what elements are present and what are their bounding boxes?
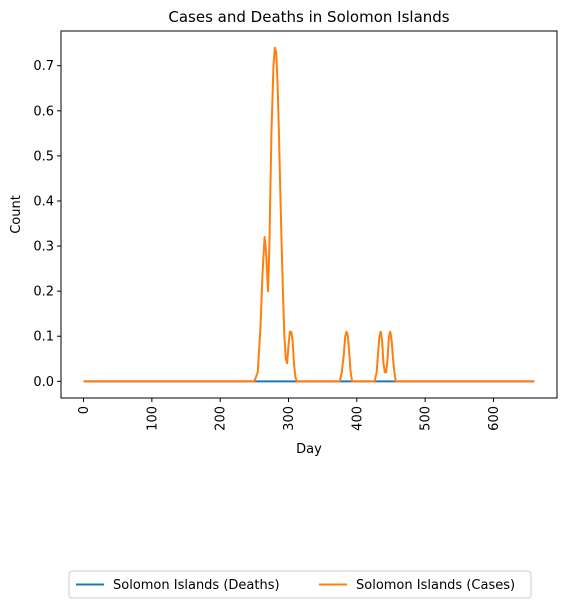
x-tick-label: 500	[419, 406, 434, 431]
y-tick-label: 0.1	[33, 330, 54, 345]
y-axis-label: Count	[9, 195, 24, 234]
x-axis-label: Day	[296, 442, 322, 457]
y-tick-label: 0.7	[33, 59, 54, 74]
y-tick-label: 0.3	[33, 240, 54, 255]
legend-frame	[68, 570, 532, 599]
x-tick-label: 300	[282, 406, 297, 431]
y-tick-label: 0.6	[33, 104, 54, 119]
x-tick-label: 400	[350, 406, 365, 431]
legend: Solomon Islands (Deaths) Solomon Islands…	[68, 570, 532, 599]
plot-area	[83, 46, 535, 383]
y-tick-label: 0.0	[33, 375, 54, 390]
legend-label-cases: Solomon Islands (Cases)	[356, 578, 515, 593]
x-tick-label: 0	[77, 406, 92, 414]
plot-frame	[60, 30, 558, 399]
y-tick-label: 0.2	[33, 285, 54, 300]
chart-title: Cases and Deaths in Solomon Islands	[168, 8, 449, 26]
y-tick-label: 0.5	[33, 149, 54, 164]
y-tick-label: 0.4	[33, 194, 54, 209]
axes: 0 100 200 300 400 500 600 0.0 0.1 0.2 0.3 0.4 0.5 0.6…	[33, 59, 502, 431]
x-tick-label: 600	[487, 406, 502, 431]
legend-label-deaths: Solomon Islands (Deaths)	[113, 578, 280, 593]
x-tick-label: 100	[145, 406, 160, 431]
x-tick-label: 200	[214, 406, 229, 431]
series-line-cases	[83, 46, 535, 383]
